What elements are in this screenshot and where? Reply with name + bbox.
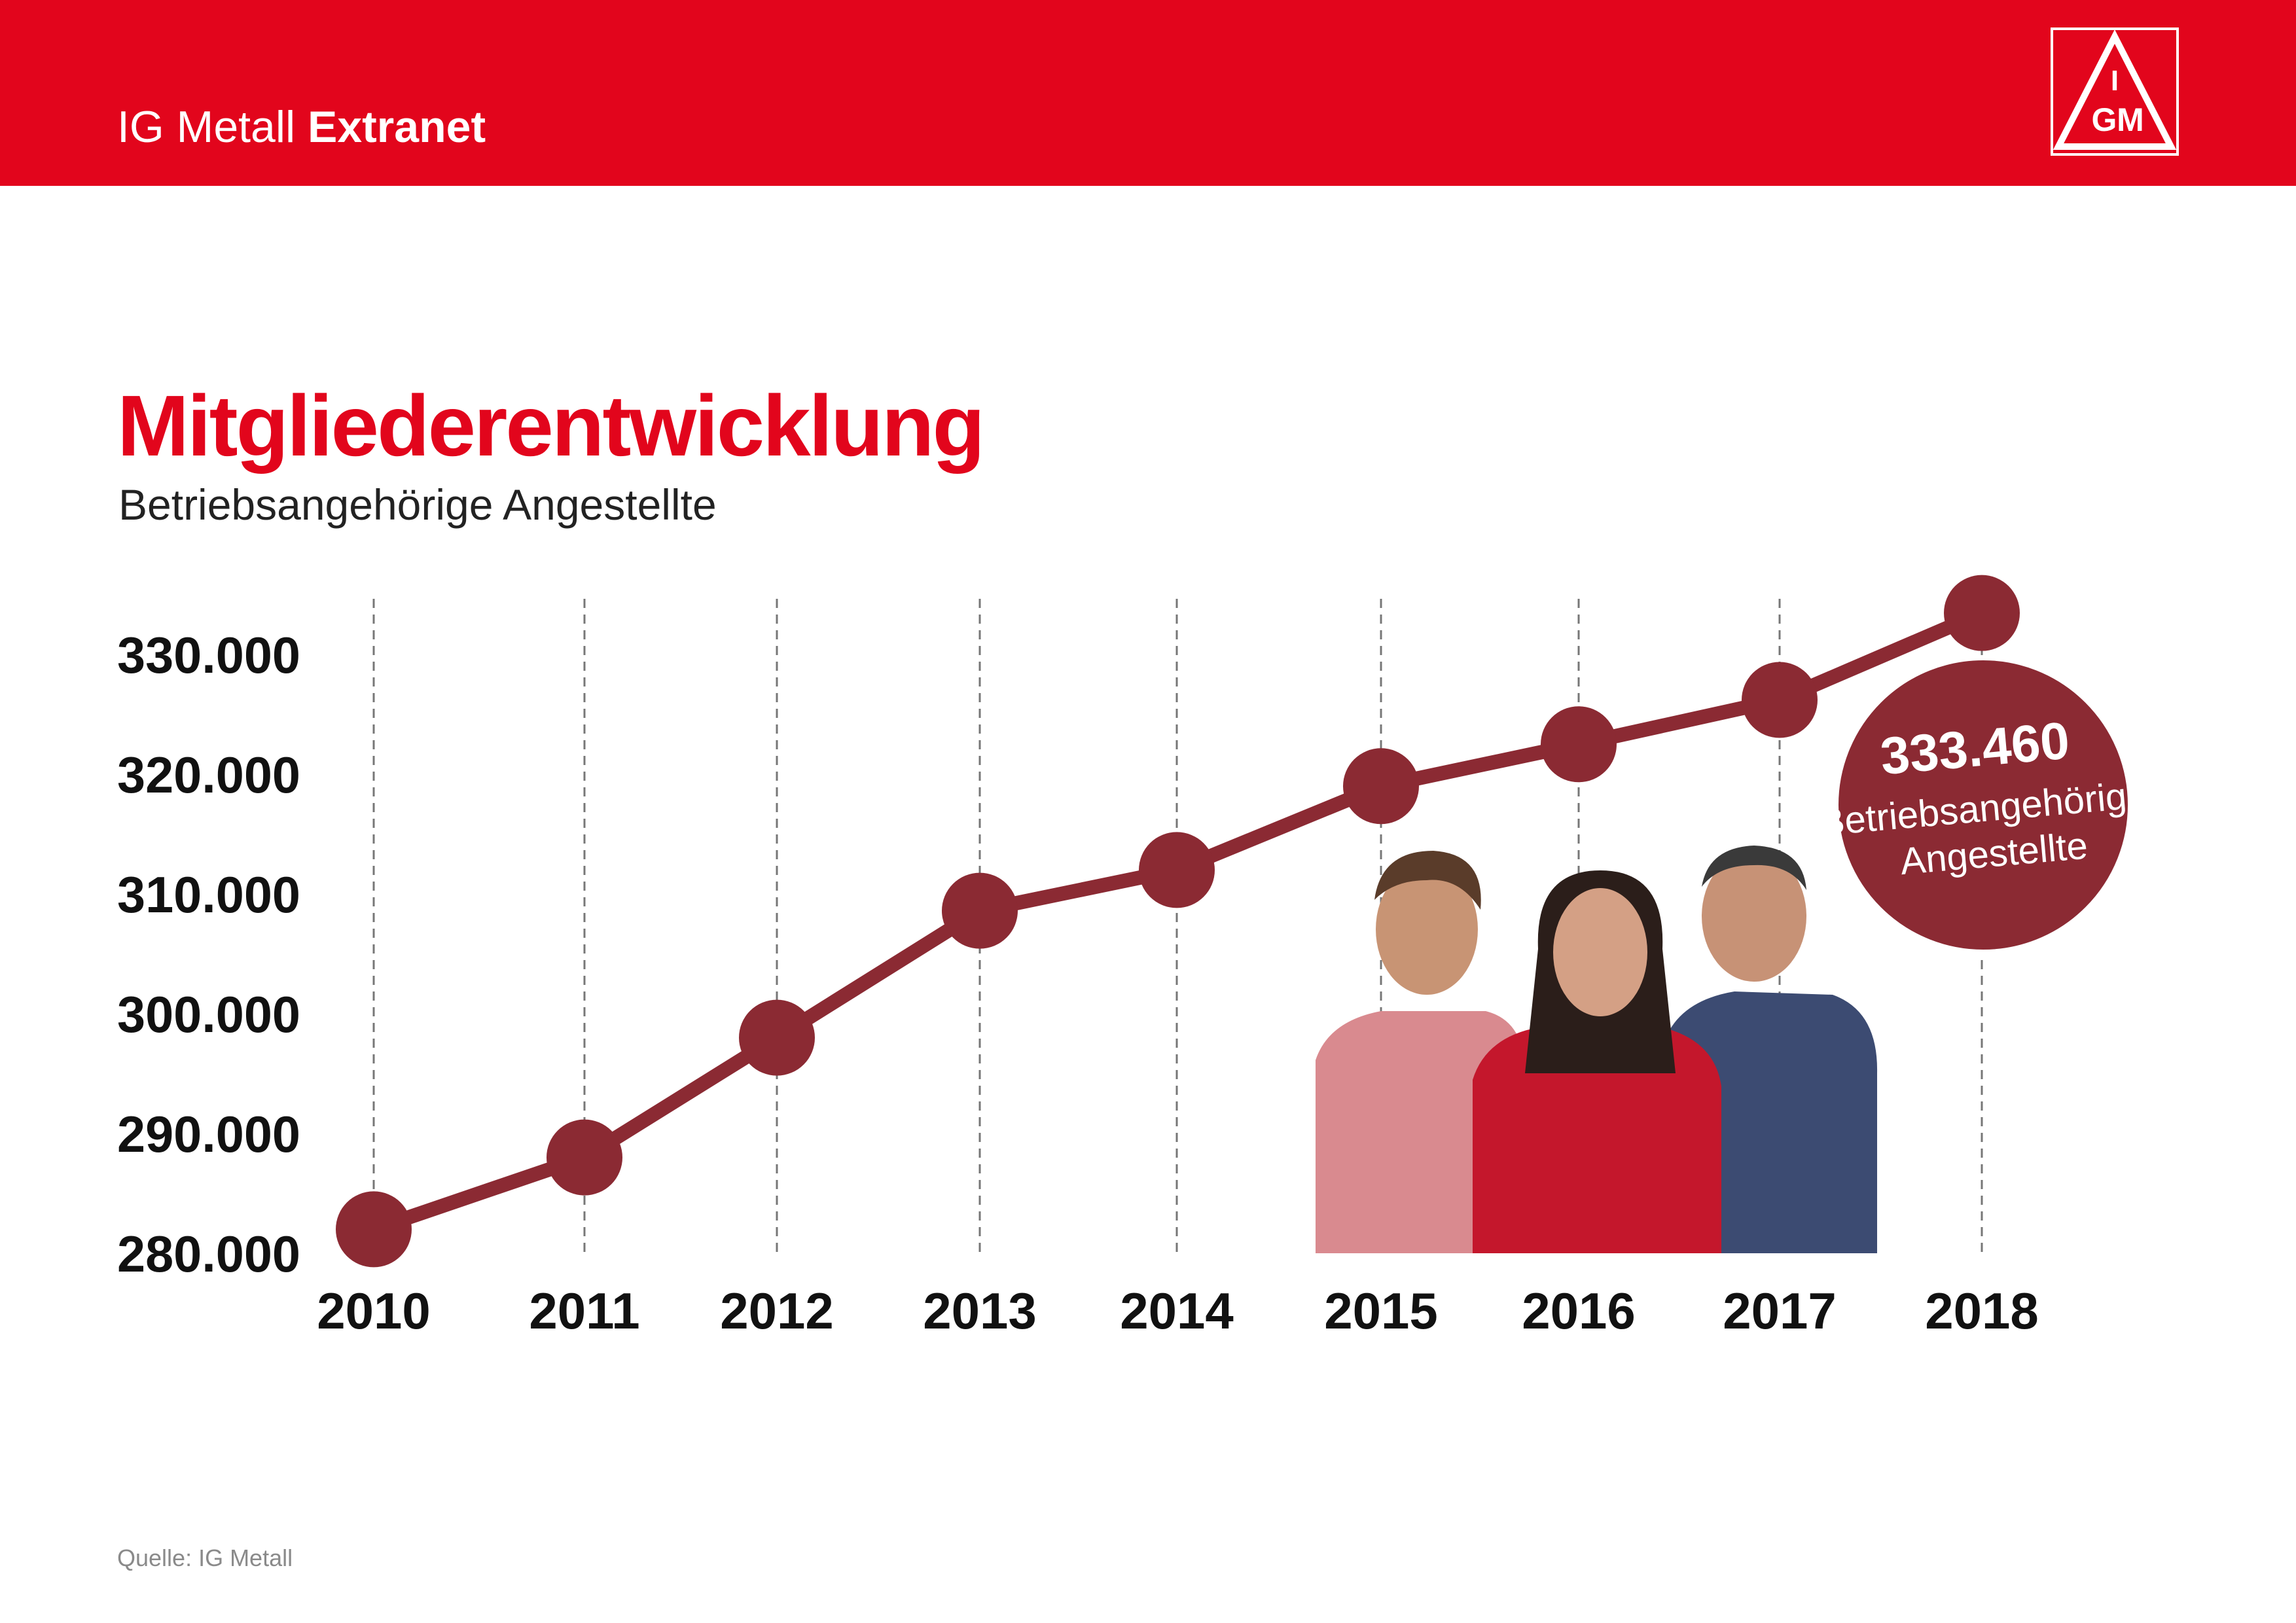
brand-bold: Extranet — [307, 102, 486, 152]
y-tick-label: 320.000 — [117, 746, 300, 804]
chart-subtitle: Betriebsangehörige Angestellte — [118, 480, 717, 529]
data-point-2015 — [1343, 748, 1419, 825]
x-tick-label: 2015 — [1324, 1282, 1438, 1340]
chart-title: Mitgliederentwicklung — [117, 378, 985, 474]
y-tick-label: 290.000 — [117, 1105, 300, 1163]
y-tick-label: 300.000 — [117, 986, 300, 1043]
x-tick-label: 2013 — [923, 1282, 1037, 1340]
x-tick-label: 2011 — [529, 1282, 639, 1340]
callout-circle — [1833, 655, 2133, 955]
people-photo — [1316, 846, 1878, 1253]
logo-letter-m: M — [2117, 101, 2144, 138]
data-point-2016 — [1541, 706, 1617, 783]
data-point-2013 — [942, 872, 1018, 949]
y-axis-ticks: 280.000 290.000 300.000 310.000 320.000 330.0… — [117, 626, 300, 1283]
y-tick-label: 310.000 — [117, 866, 300, 923]
data-point-2018 — [1944, 575, 2020, 651]
x-tick-label: 2012 — [720, 1282, 834, 1340]
ig-metall-logo: I G M — [2051, 27, 2179, 156]
data-point-2010 — [336, 1191, 412, 1268]
y-tick-label: 280.000 — [117, 1225, 300, 1283]
x-tick-label: 2017 — [1723, 1282, 1837, 1340]
data-point-2011 — [547, 1119, 622, 1196]
logo-letter-i: I — [2111, 65, 2119, 97]
x-tick-label: 2018 — [1925, 1282, 2039, 1340]
callout-badge: 333.460 Betriebsangehörige Angestellte — [1818, 655, 2149, 955]
data-point-2014 — [1139, 832, 1215, 908]
y-tick-label: 330.000 — [117, 626, 300, 684]
x-tick-label: 2010 — [317, 1282, 431, 1340]
data-points — [336, 575, 2020, 1268]
x-tick-label: 2014 — [1120, 1282, 1234, 1340]
data-point-2012 — [739, 999, 815, 1076]
x-tick-label: 2016 — [1522, 1282, 1636, 1340]
brand-light: IG Metall — [117, 102, 296, 152]
logo-letter-g: G — [2092, 101, 2117, 138]
data-point-2017 — [1742, 662, 1818, 738]
source-note: Quelle: IG Metall — [117, 1544, 293, 1571]
header-bar — [0, 0, 2296, 186]
x-axis-ticks: 2010 2011 2012 2013 2014 2015 2016 2017 2018 — [317, 1282, 2039, 1340]
brand-title: IG Metall Extranet — [117, 105, 486, 149]
